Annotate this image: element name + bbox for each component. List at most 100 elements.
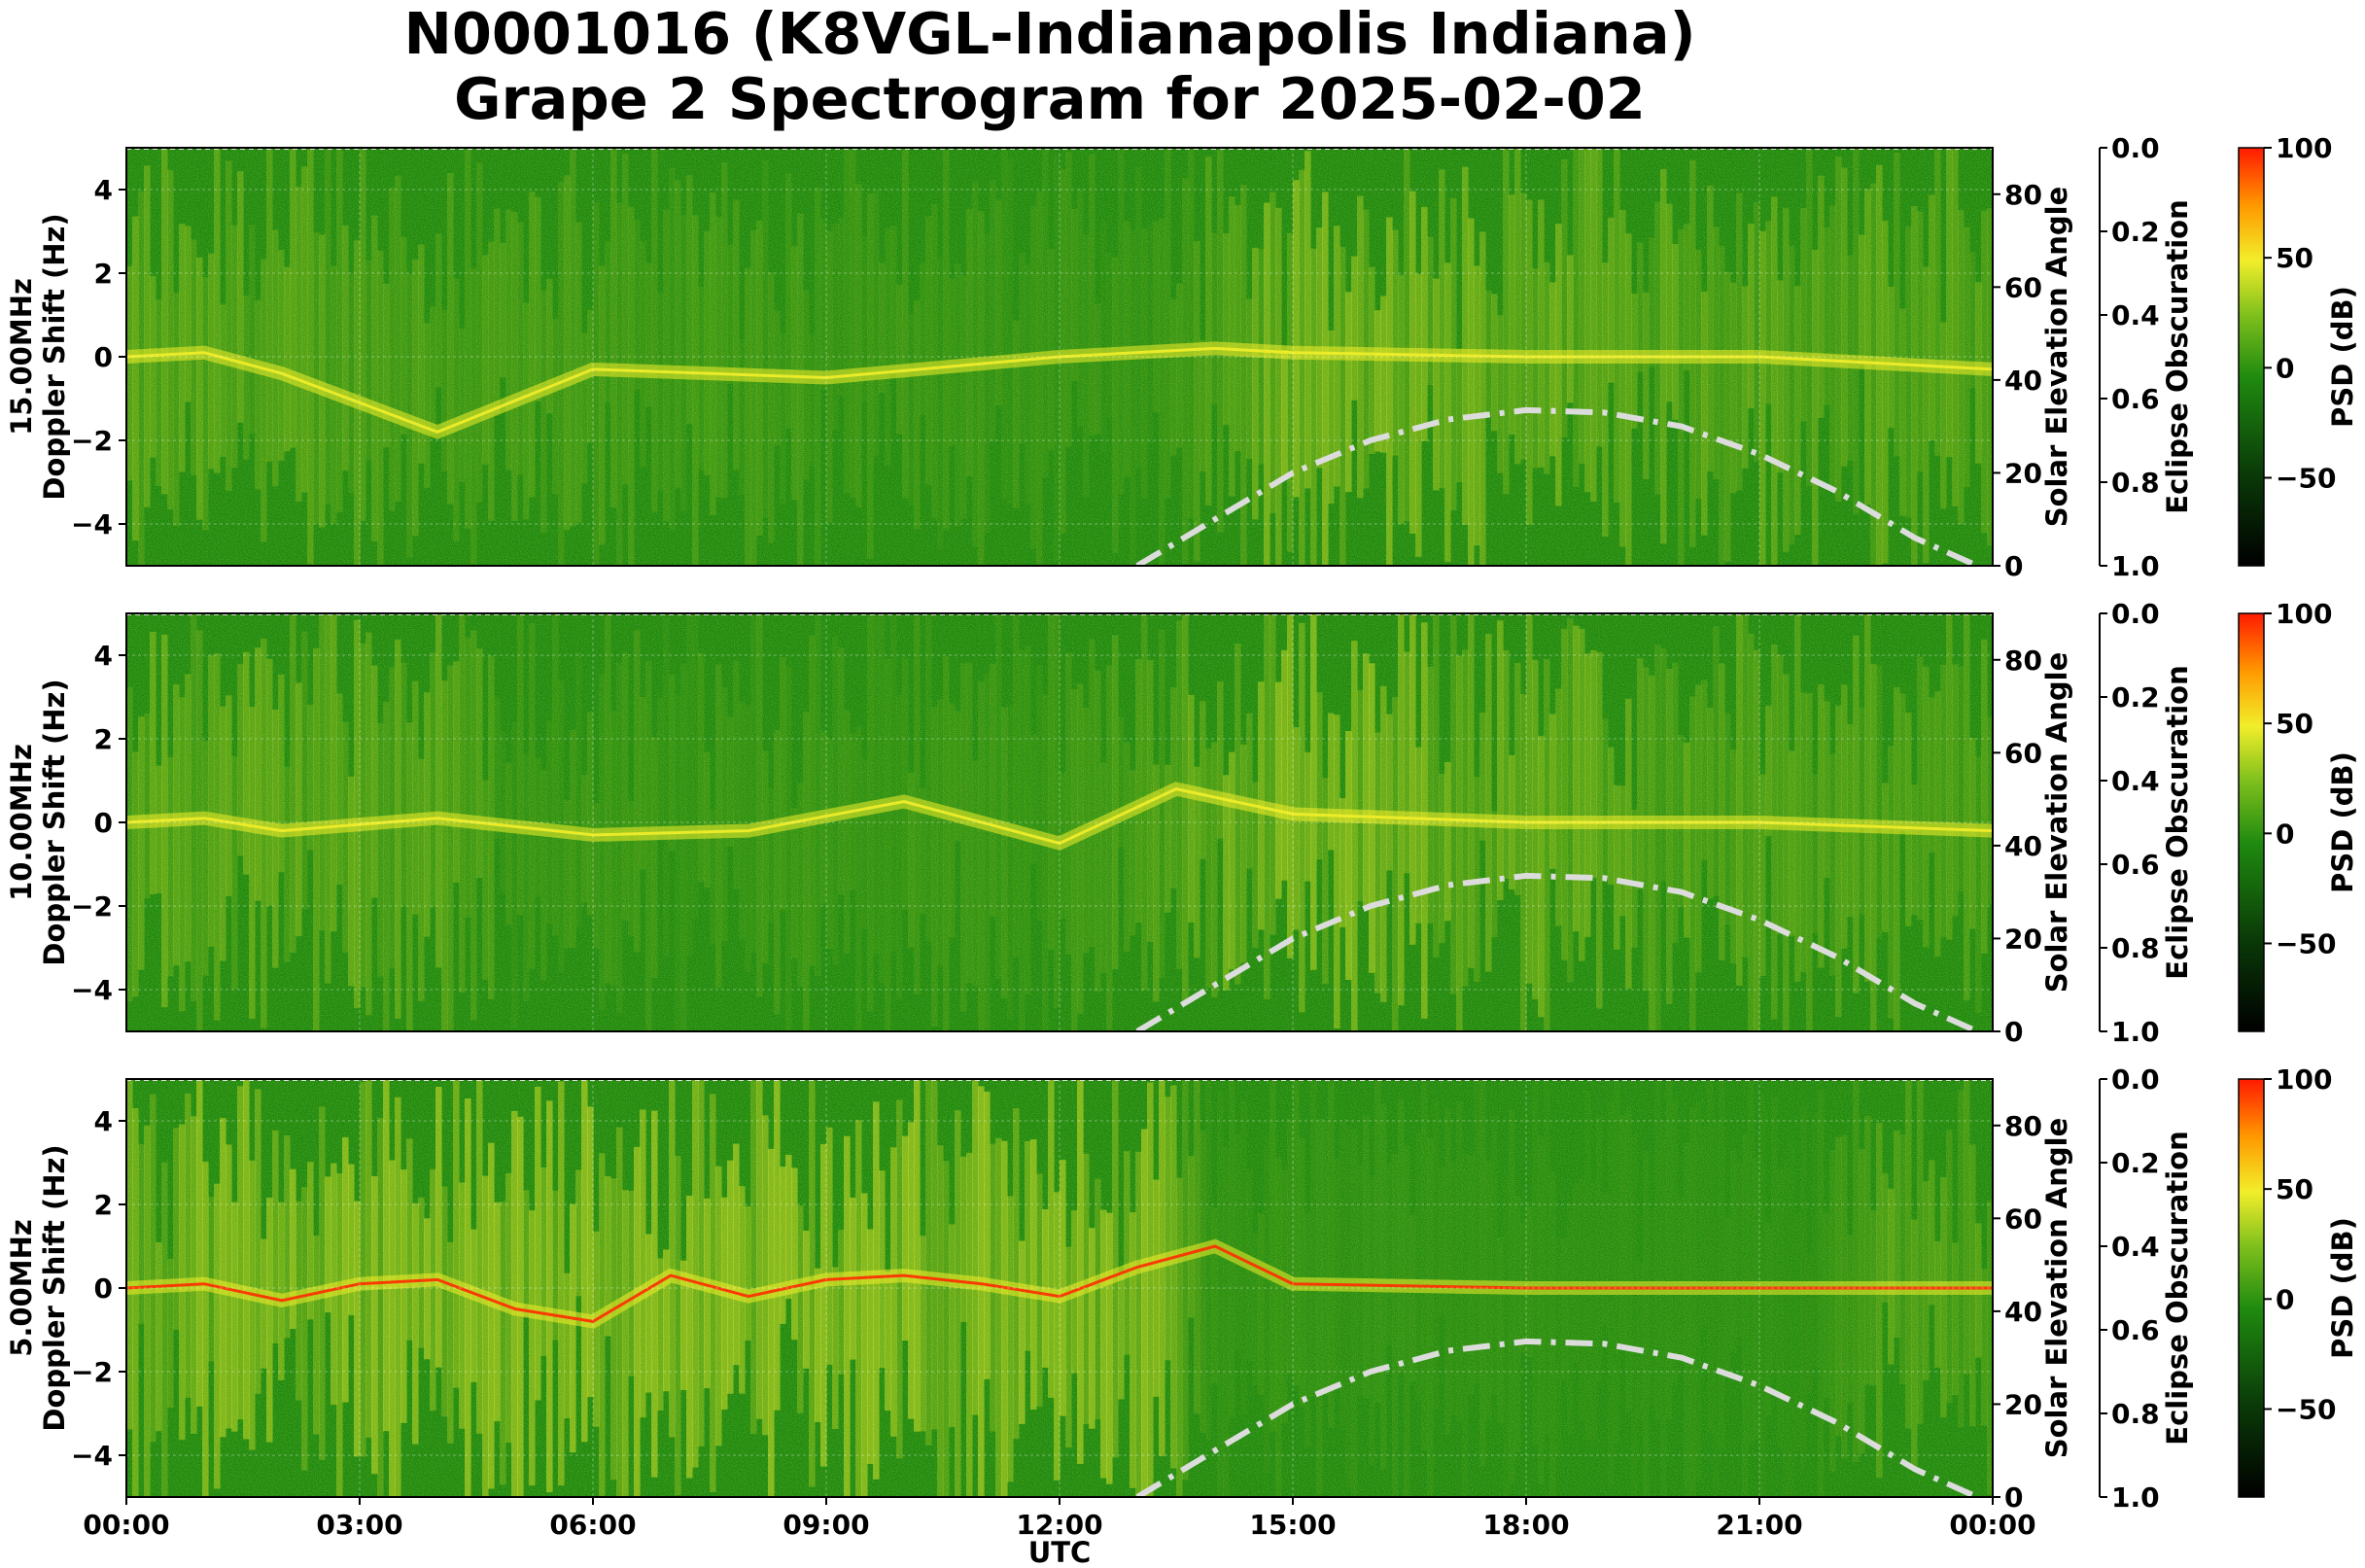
y3-tick-label: 0.8 xyxy=(2111,467,2160,499)
y3-tick-label: 0.0 xyxy=(2111,1063,2160,1096)
chart-title-line1: N0001016 (K8VGL-Indianapolis Indiana) xyxy=(403,0,1695,67)
y3-tick-label: 1.0 xyxy=(2111,1016,2160,1048)
y3-tick-label: 0.4 xyxy=(2111,765,2160,797)
y2-tick-label: 60 xyxy=(2004,271,2042,303)
y2-tick-label: 40 xyxy=(2004,830,2042,862)
colorbar xyxy=(2238,147,2265,567)
y3-axis-label: Eclipse Obscuration xyxy=(2161,1131,2194,1445)
y3-tick-label: 0.0 xyxy=(2111,598,2160,630)
y-tick-label: −4 xyxy=(71,1440,113,1472)
x-tick-label: 06:00 xyxy=(549,1509,636,1541)
doppler-trace-10.00MHz xyxy=(126,787,1993,846)
y-tick-label: 4 xyxy=(94,1105,113,1137)
y3-tick-label: 0.6 xyxy=(2111,1314,2160,1346)
y2-tick-label: 80 xyxy=(2004,1110,2042,1142)
y-tick-label: 0 xyxy=(94,807,113,839)
y2-tick-label: 20 xyxy=(2004,923,2042,955)
panel-15.00MHz: −4 −2 0 2 4 15.00MHz Doppler Shift (Hz) 0 20 40 60… xyxy=(5,132,2359,582)
y-tick-label: 4 xyxy=(94,640,113,672)
cbar-label: PSD (dB) xyxy=(2326,286,2359,428)
cbar-tick-label: 100 xyxy=(2276,132,2332,164)
y-tick-label: −4 xyxy=(71,974,113,1006)
y3-tick-label: 0.8 xyxy=(2111,1398,2160,1430)
y2-tick-label: 60 xyxy=(2004,737,2042,769)
doppler-trace-5.00MHz xyxy=(126,1244,1993,1323)
y-tick-label: −2 xyxy=(71,425,113,457)
plot-area-15.00MHz xyxy=(126,148,1993,566)
freq-label-5.00MHz: 5.00MHz xyxy=(5,1219,38,1357)
cbar-tick-label: 0 xyxy=(2276,352,2294,384)
x-tick-label: 15:00 xyxy=(1249,1509,1336,1541)
y-axis-label: Doppler Shift (Hz) xyxy=(38,213,71,500)
cbar-tick-label: 0 xyxy=(2276,1283,2294,1315)
y3-tick-label: 0.6 xyxy=(2111,849,2160,881)
y-tick-label: 2 xyxy=(94,258,113,290)
y3-tick-label: 0.8 xyxy=(2111,932,2160,964)
y3-tick-label: 0.2 xyxy=(2111,216,2160,248)
y3-tick-label: 0.4 xyxy=(2111,299,2160,331)
y3-tick-label: 0.0 xyxy=(2111,132,2160,164)
y-tick-label: 0 xyxy=(94,1272,113,1305)
y-tick-label: −4 xyxy=(71,508,113,540)
cbar-tick-label: 50 xyxy=(2276,708,2313,740)
cbar-tick-label: 50 xyxy=(2276,1173,2313,1205)
y-tick-label: 2 xyxy=(94,723,113,755)
y2-axis-label: Solar Elevation Angle xyxy=(2040,652,2073,993)
x-tick-label: 03:00 xyxy=(316,1509,402,1541)
y-axis-label: Doppler Shift (Hz) xyxy=(38,679,71,965)
y-tick-label: −2 xyxy=(71,890,113,923)
solar-elevation-curve-10.00MHz xyxy=(1135,872,1979,1031)
x-tick-label: 18:00 xyxy=(1482,1509,1569,1541)
colorbar xyxy=(2238,1078,2265,1498)
y3-tick-label: 0.2 xyxy=(2111,1147,2160,1179)
freq-label-10.00MHz: 10.00MHz xyxy=(5,744,38,901)
doppler-trace-15.00MHz xyxy=(126,346,1993,435)
y3-tick-label: 1.0 xyxy=(2111,550,2160,582)
cbar-label: PSD (dB) xyxy=(2326,1217,2359,1359)
cbar-tick-label: 50 xyxy=(2276,242,2313,274)
y3-tick-label: 1.0 xyxy=(2111,1481,2160,1514)
y-tick-label: 0 xyxy=(94,341,113,373)
x-tick-label: 21:00 xyxy=(1716,1509,1802,1541)
cbar-tick-label: 100 xyxy=(2276,598,2332,630)
solar-elevation-curve-15.00MHz xyxy=(1135,406,1979,566)
cbar-label: PSD (dB) xyxy=(2326,751,2359,893)
y-tick-label: −2 xyxy=(71,1356,113,1388)
x-axis-label: UTC xyxy=(1028,1536,1092,1568)
y-axis-label: Doppler Shift (Hz) xyxy=(38,1144,71,1431)
y2-tick-label: 0 xyxy=(2004,1016,2023,1048)
y2-tick-label: 80 xyxy=(2004,645,2042,677)
y3-tick-label: 0.6 xyxy=(2111,383,2160,415)
y-tick-label: 4 xyxy=(94,174,113,206)
y2-tick-label: 40 xyxy=(2004,365,2042,397)
cbar-tick-label: 0 xyxy=(2276,818,2294,850)
x-tick-label: 12:00 xyxy=(1016,1509,1102,1541)
y2-axis-label: Solar Elevation Angle xyxy=(2040,187,2073,528)
y-tick-label: 2 xyxy=(94,1189,113,1221)
y3-tick-label: 0.4 xyxy=(2111,1231,2160,1263)
x-axis: 00:00 03:00 06:00 09:00 12:00 15:00 18:00 21:00… xyxy=(83,1497,2036,1541)
y2-tick-label: 80 xyxy=(2004,179,2042,211)
y2-tick-label: 60 xyxy=(2004,1202,2042,1235)
panel-10.00MHz: −4 −2 0 2 4 10.00MHz Doppler Shift (Hz) 0 20 40 60… xyxy=(5,598,2359,1048)
cbar-tick-label: −50 xyxy=(2276,1393,2336,1425)
y2-tick-label: 0 xyxy=(2004,1481,2023,1514)
y3-axis-label: Eclipse Obscuration xyxy=(2161,199,2194,513)
colorbar xyxy=(2238,612,2265,1032)
x-tick-label: 00:00 xyxy=(1949,1509,2035,1541)
y2-tick-label: 20 xyxy=(2004,1388,2042,1420)
y2-tick-label: 0 xyxy=(2004,550,2023,582)
solar-elevation-curve-5.00MHz xyxy=(1135,1338,1979,1497)
freq-label-15.00MHz: 15.00MHz xyxy=(5,278,38,436)
y3-tick-label: 0.2 xyxy=(2111,681,2160,714)
chart-title-line2: Grape 2 Spectrogram for 2025-02-02 xyxy=(454,65,1646,132)
cbar-tick-label: 100 xyxy=(2276,1063,2332,1096)
y2-tick-label: 40 xyxy=(2004,1296,2042,1328)
plot-area-5.00MHz xyxy=(126,1079,1993,1497)
cbar-tick-label: −50 xyxy=(2276,927,2336,959)
x-tick-label: 00:00 xyxy=(83,1509,169,1541)
y3-axis-label: Eclipse Obscuration xyxy=(2161,665,2194,979)
plot-area-10.00MHz xyxy=(126,613,1993,1031)
